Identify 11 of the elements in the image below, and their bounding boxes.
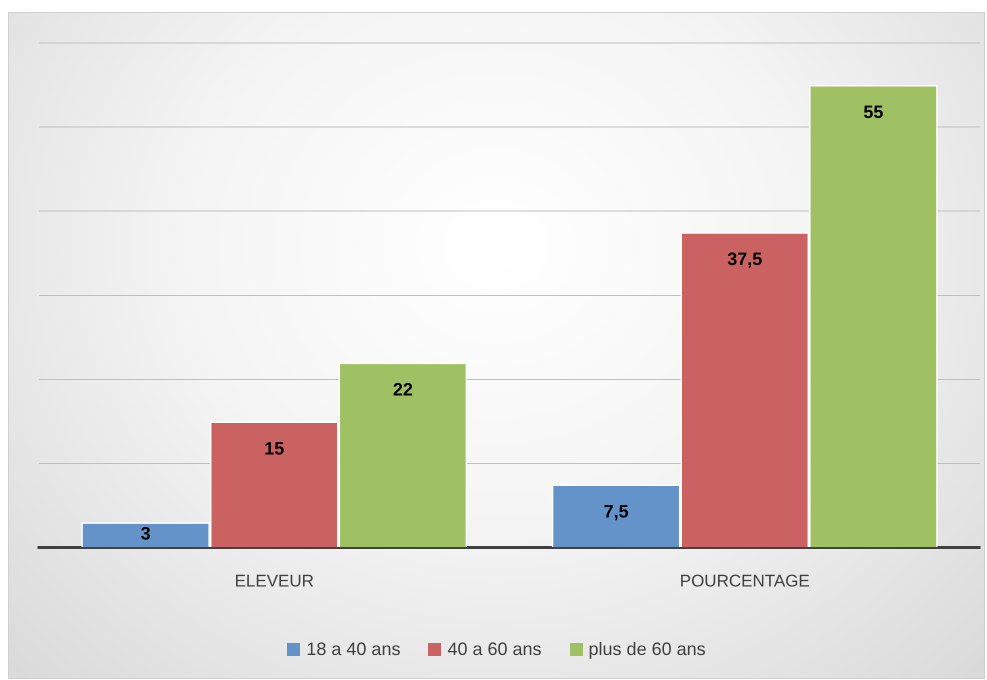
data-label: 22 <box>392 380 413 400</box>
data-label: 15 <box>264 438 284 458</box>
legend-label: 40 a 60 ans <box>447 639 542 660</box>
x-tick-label: ELEVEUR <box>234 571 314 590</box>
x-tick-label: POURCENTAGE <box>680 571 810 590</box>
data-label: 3 <box>140 524 151 544</box>
legend-label: 18 a 40 ans <box>306 639 400 660</box>
legend-label: plus de 60 ans <box>588 639 706 660</box>
data-label: 55 <box>863 102 884 122</box>
data-label: 7,5 <box>604 501 629 522</box>
data-label: 37,5 <box>727 249 762 270</box>
